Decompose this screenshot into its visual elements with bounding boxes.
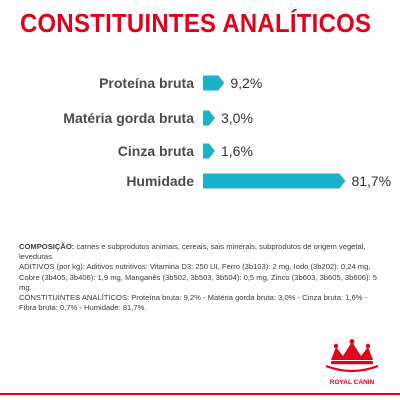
value-label: 1,6% <box>221 143 253 159</box>
additives-paragraph: ADITIVOS (por kg): Aditivos nutritivos: … <box>19 262 377 292</box>
category-label: Matéria gorda bruta <box>63 110 194 126</box>
brand-logo: ROYAL CANIN <box>325 339 379 386</box>
bottom-rule <box>0 393 400 395</box>
crown-icon <box>331 339 373 365</box>
category-label: Humidade <box>126 173 194 189</box>
bar <box>203 75 225 91</box>
logo-arc <box>325 364 379 373</box>
bar <box>203 110 215 126</box>
value-label: 81,7% <box>351 173 391 189</box>
product-composition-text: COMPOSIÇÃO: carnes e subprodutos animais… <box>19 242 379 313</box>
bar <box>203 143 215 159</box>
bar-chart: Proteína bruta 9,2% Matéria gorda bruta 3,0… <box>63 75 391 189</box>
chart-title: CONSTITUINTES ANALÍTICOS <box>20 8 372 38</box>
composition-paragraph: COMPOSIÇÃO: carnes e subprodutos animais… <box>19 242 379 262</box>
brand-wordmark: ROYAL CANIN <box>330 379 375 386</box>
composition-label: COMPOSIÇÃO: <box>19 242 75 251</box>
composition-text: carnes e subprodutos animais, cereais, s… <box>19 242 366 262</box>
value-label: 3,0% <box>221 110 253 126</box>
category-label: Cinza bruta <box>118 143 194 159</box>
value-label: 9,2% <box>230 75 262 91</box>
category-label: Proteína bruta <box>99 75 194 91</box>
constituents-paragraph: CONSTITUINTES ANALÍTICOS: Proteína bruta… <box>19 293 368 313</box>
bar <box>203 173 346 189</box>
